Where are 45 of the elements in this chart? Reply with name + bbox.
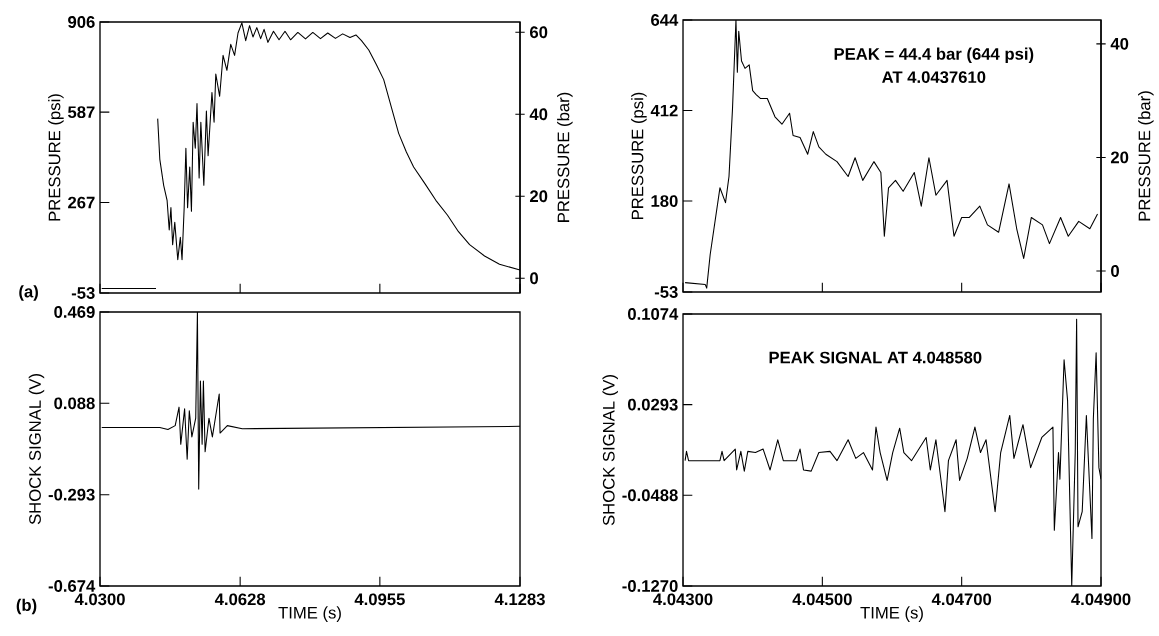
x-axis-title: TIME (s)	[278, 606, 341, 622]
line-series	[684, 20, 1099, 289]
y2-tick-label: 60	[530, 26, 548, 39]
text: (a)	[19, 285, 38, 301]
y2-tick-label: 0	[1111, 265, 1119, 277]
y-tick-label: 0.088	[54, 397, 95, 410]
x-tick-label: 4.1283	[494, 593, 545, 606]
y-tick-label: -0.674	[48, 580, 96, 592]
y-tick-label: 644	[651, 14, 679, 26]
y-axis-title: PRESSURE (psi)	[631, 92, 647, 219]
x-tick-label: 4.0955	[354, 593, 405, 606]
y2-tick-label: 0	[530, 272, 538, 285]
x-tick-label: 4.04900	[1071, 593, 1131, 606]
annotation: PEAK SIGNAL AT 4.048580	[769, 351, 982, 364]
y-tick-label: 906	[68, 16, 95, 28]
y-tick-label: 0.1074	[627, 308, 679, 320]
y-tick-label: -0.1270	[622, 580, 678, 592]
y2-axis-title: PRESSURE (bar)	[1138, 91, 1154, 221]
x-tick-label: 4.0628	[214, 593, 266, 606]
y-tick-label: 180	[651, 195, 678, 207]
y-tick-label: 0.469	[54, 306, 95, 318]
y-axis-title: PRESSURE (psi)	[48, 94, 64, 221]
y-tick-label: -0.293	[48, 488, 95, 501]
y2-axis-title: PRESSURE (bar)	[557, 92, 573, 222]
x-axis-title: TIME (s)	[860, 606, 923, 622]
annotation: PEAK = 44.4 bar (644 psi)	[834, 47, 1034, 64]
y2-tick-label: 20	[529, 190, 548, 203]
y2-tick-label: 20	[1110, 151, 1129, 164]
y-axis-title: SHOCK SIGNAL (V)	[28, 374, 45, 525]
text: (b)	[16, 598, 37, 615]
x-tick-label: 4.04300	[653, 593, 713, 606]
x-tick-label: 4.0300	[74, 593, 125, 606]
y-tick-label: -53	[654, 286, 678, 298]
x-tick-label: 4.04500	[792, 593, 852, 606]
y-tick-label: 412	[650, 104, 678, 117]
y-axis-title: SHOCK SIGNAL (V)	[602, 375, 618, 526]
annotation: AT 4.0437610	[882, 71, 986, 84]
y-tick-label: 267	[68, 196, 95, 209]
y2-tick-label: 40	[529, 108, 548, 121]
y-tick-label: -53	[71, 287, 95, 299]
x-tick-label: 4.04700	[931, 593, 992, 606]
y-tick-label: 587	[68, 106, 95, 119]
y-tick-label: 0.0293	[627, 398, 678, 411]
y-tick-label: -0.0488	[622, 489, 678, 502]
y2-tick-label: 40	[1110, 37, 1129, 50]
